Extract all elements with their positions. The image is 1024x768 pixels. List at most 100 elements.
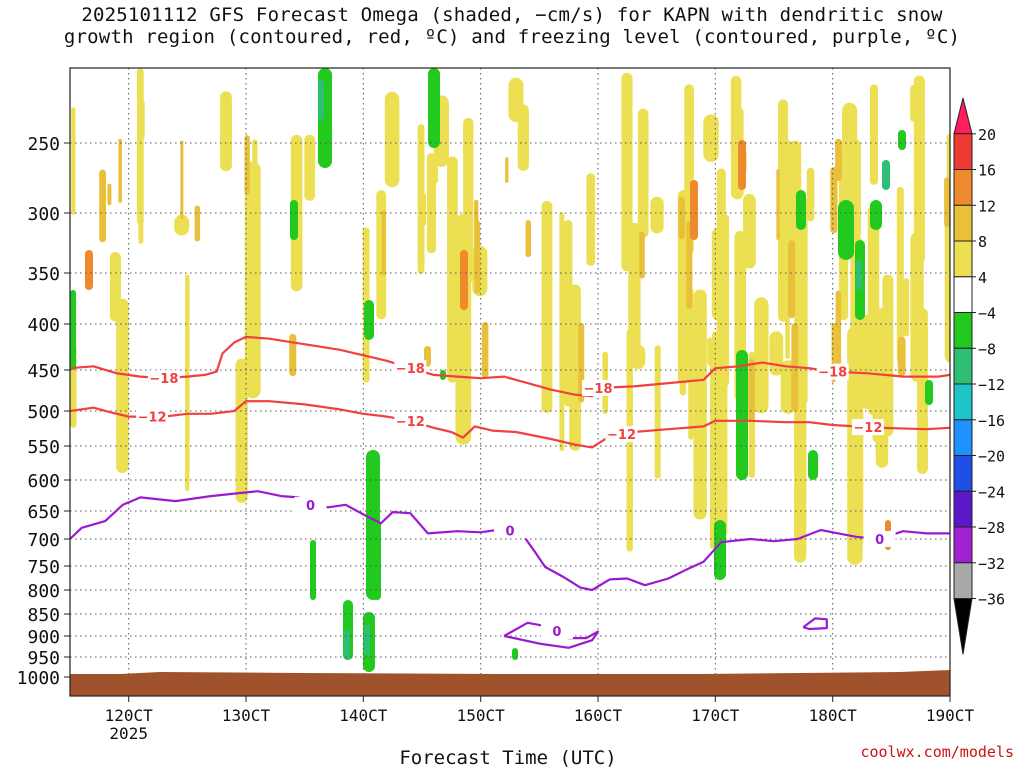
contour-label: −12	[853, 421, 882, 436]
omega-shade-cell	[903, 278, 909, 337]
omega-shade-cell	[290, 200, 298, 240]
omega-shade-cell	[686, 221, 693, 309]
omega-shade-cell	[621, 72, 633, 272]
omega-shade-cell	[743, 193, 756, 269]
omega-shade-cell	[910, 84, 918, 122]
colorbar-tick-label: −16	[978, 412, 1005, 430]
colorbar-box	[953, 276, 973, 314]
omega-shade-cell	[709, 340, 717, 550]
omega-shade-cell	[944, 194, 950, 363]
contour-label: −18	[396, 362, 425, 377]
colorbar-tick-label: 4	[978, 269, 987, 287]
contour-label-bg	[851, 419, 884, 436]
omega-shade-cell	[426, 153, 436, 254]
x-tick-label: 170CT	[691, 706, 740, 725]
omega-shade-cell	[455, 214, 472, 445]
omega-shade-cell	[99, 169, 106, 243]
omega-shade-cell	[118, 138, 122, 203]
omega-shade-cell	[869, 84, 878, 185]
omega-shade-cell	[180, 140, 184, 219]
colorbar-box	[953, 133, 973, 171]
colorbar-box	[953, 562, 973, 600]
omega-shade-cell	[944, 177, 950, 228]
credit-link[interactable]: coolwx.com/models	[860, 743, 1014, 761]
omega-shade-cell	[870, 200, 882, 230]
contour-line	[70, 335, 950, 398]
colorbar-tick-label: 20	[978, 126, 996, 144]
omega-shade-cell	[70, 290, 76, 370]
omega-shade-cell	[897, 336, 906, 377]
omega-shade-cell	[703, 114, 719, 162]
x-axis-title: Forecast Time (UTC)	[399, 747, 616, 768]
contour-label: −12	[138, 411, 167, 426]
y-tick-label: 350	[27, 264, 60, 285]
omega-shade-cell	[318, 80, 324, 120]
colorbar-tick-label: −36	[978, 591, 1005, 609]
x-axis: 120CT 130CT 140CT 150CT 160CT 170CT 180CT 190CT…	[105, 696, 975, 743]
omega-shade-cell	[875, 308, 889, 468]
colorbar-box	[953, 347, 973, 385]
omega-shade-cell	[136, 68, 144, 225]
x-year-label: 2025	[109, 724, 148, 743]
colorbar-tick-label: −20	[978, 448, 1005, 466]
y-tick-label: 1000	[17, 668, 60, 689]
x-tick-label: 130CT	[222, 706, 271, 725]
contour-label-bg	[394, 412, 427, 429]
omega-shade-cell	[842, 102, 858, 191]
grid-lines	[70, 68, 951, 696]
chart-title-line-2: growth region (contoured, red, ºC) and f…	[63, 26, 961, 48]
omega-shade-cell	[736, 350, 748, 480]
contour-line	[70, 490, 950, 592]
omega-shade-cell	[244, 135, 250, 195]
colorbar-tick-label: −4	[978, 305, 996, 323]
colorbar-box	[953, 383, 973, 421]
omega-shade-cell	[690, 180, 698, 240]
chart-title-line-1: 2025101112 GFS Forecast Omega (shaded, −…	[81, 4, 943, 26]
contour-label: 0	[875, 533, 884, 548]
omega-shade-cell	[384, 91, 400, 188]
omega-shade-cell	[364, 625, 370, 655]
omega-shade-cell	[373, 520, 381, 600]
y-tick-label: 700	[27, 530, 60, 551]
colorbar: 20 16 12 8 4 −4 −8 −12 −16 −20 −24 −28 −32 −36	[953, 97, 1005, 655]
colorbar-box	[953, 526, 973, 564]
omega-shade-cell	[474, 220, 481, 294]
x-tick-label: 160CT	[574, 706, 623, 725]
y-tick-label: 600	[27, 471, 60, 492]
contour-label: −12	[396, 415, 425, 430]
colorbar-top-arrow	[953, 97, 973, 135]
contour-label: −12	[607, 428, 636, 443]
omega-shade-cell	[235, 358, 248, 503]
contour-label: 0	[505, 524, 514, 539]
omega-shade-cell	[289, 333, 297, 377]
plot-frame	[69, 67, 951, 697]
omega-shade-cell	[808, 450, 818, 480]
contour-label-bg	[582, 380, 614, 396]
omega-shade-cell	[925, 380, 933, 405]
omega-shade-cell	[639, 231, 645, 279]
colorbar-tick-label: −32	[978, 555, 1005, 573]
x-tick-label: 190CT	[926, 706, 975, 725]
ground-fill	[70, 670, 950, 696]
omega-shade-cell	[109, 252, 121, 322]
contour-label-bg	[147, 370, 180, 387]
colorbar-bottom-arrow	[953, 598, 973, 655]
x-tick-label: 180CT	[809, 706, 858, 725]
colorbar-tick-label: −24	[978, 483, 1005, 501]
omega-shade-cell	[882, 160, 890, 190]
omega-shade-cell	[304, 134, 316, 201]
contour-label-bg	[494, 522, 526, 539]
y-tick-label: 550	[27, 437, 60, 458]
contour-label-bg	[136, 408, 169, 425]
colorbar-tick-label: −28	[978, 519, 1005, 537]
contour-label: 0	[306, 499, 315, 514]
colorbar-box	[953, 419, 973, 457]
omega-shade-cell	[806, 167, 815, 222]
omega-shade-cell	[778, 99, 789, 322]
contour-label-bg	[816, 363, 849, 380]
y-tick-label: 300	[27, 204, 60, 225]
contour-label: −18	[818, 366, 847, 381]
omega-shade-cell	[861, 314, 874, 409]
contour-label: 0	[552, 625, 561, 640]
